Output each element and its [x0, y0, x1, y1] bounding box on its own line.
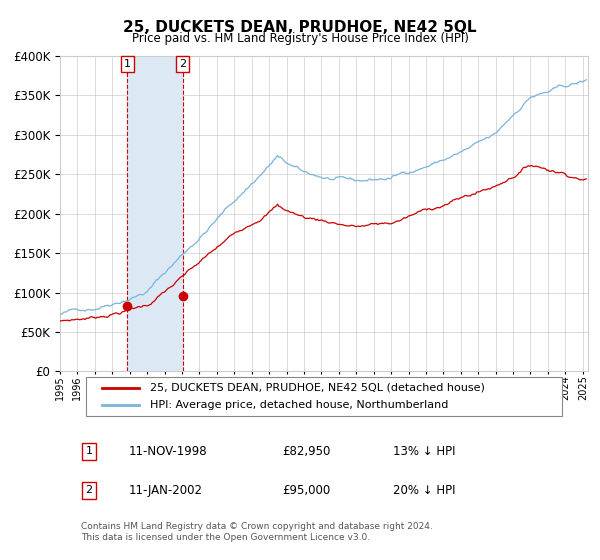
FancyBboxPatch shape [86, 377, 562, 416]
Text: 13% ↓ HPI: 13% ↓ HPI [392, 445, 455, 458]
Bar [127, 56, 182, 371]
Text: 2: 2 [85, 486, 92, 495]
Text: Price paid vs. HM Land Registry's House Price Index (HPI): Price paid vs. HM Land Registry's House … [131, 32, 469, 45]
Text: 25, DUCKETS DEAN, PRUDHOE, NE42 5QL: 25, DUCKETS DEAN, PRUDHOE, NE42 5QL [123, 20, 477, 35]
Text: HPI: Average price, detached house, Northumberland: HPI: Average price, detached house, Nort… [150, 400, 448, 410]
Text: 2: 2 [179, 59, 186, 69]
Text: 25, DUCKETS DEAN, PRUDHOE, NE42 5QL (detached house): 25, DUCKETS DEAN, PRUDHOE, NE42 5QL (det… [150, 382, 485, 393]
Text: Contains HM Land Registry data © Crown copyright and database right 2024.
This d: Contains HM Land Registry data © Crown c… [81, 522, 433, 542]
Text: 11-NOV-1998: 11-NOV-1998 [128, 445, 207, 458]
Text: 11-JAN-2002: 11-JAN-2002 [128, 484, 203, 497]
Text: 1: 1 [86, 446, 92, 456]
Text: £82,950: £82,950 [282, 445, 330, 458]
Text: 20% ↓ HPI: 20% ↓ HPI [392, 484, 455, 497]
Text: £95,000: £95,000 [282, 484, 330, 497]
Text: 1: 1 [124, 59, 131, 69]
